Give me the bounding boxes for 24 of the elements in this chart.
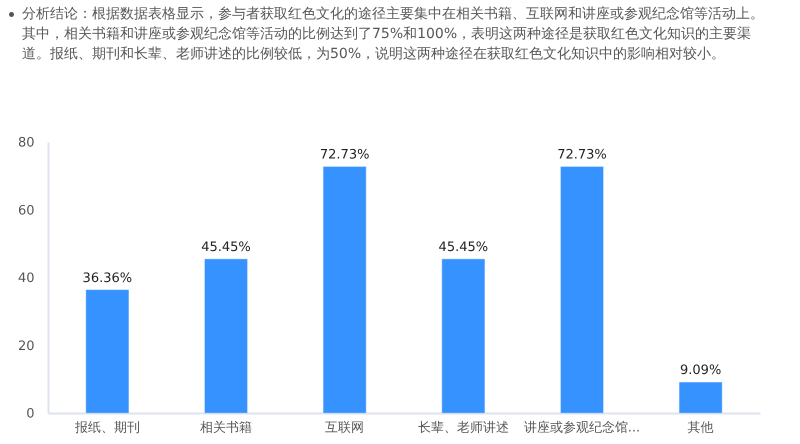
bar <box>560 166 604 414</box>
data-label: 72.73% <box>320 148 370 163</box>
y-tick-label: 60 <box>18 203 34 218</box>
y-tick-label: 0 <box>26 406 34 422</box>
x-tick-label: 互联网 <box>325 420 364 436</box>
y-tick-label: 80 <box>18 136 34 150</box>
data-label: 45.45% <box>438 240 488 256</box>
bar <box>204 258 248 414</box>
data-label: 45.45% <box>201 240 251 256</box>
data-label: 72.73% <box>557 148 607 163</box>
x-tick-label: 讲座或参观纪念馆... <box>524 420 640 436</box>
bar <box>442 258 485 414</box>
x-tick-label: 报纸、期刊 <box>74 420 140 436</box>
x-tick-label: 相关书籍 <box>200 420 252 436</box>
bar <box>323 166 366 414</box>
y-tick-label: 20 <box>18 338 34 354</box>
bar <box>86 290 129 414</box>
x-tick-label: 长辈、老师讲述 <box>418 420 509 436</box>
y-tick-label: 40 <box>18 271 34 286</box>
bar <box>679 382 722 414</box>
text: 分析结论：根据数据表格显示，参与者获取红色文化的途径主要集中在相关书籍、互联网和讲座或参观纪念馆等活动上。其中，相关书籍和讲座或参观纪念馆等活动的比例达到了75%和100%，表明这两种途径是获取红色文化知识的主要渠道。报纸、期刊和长辈、老师讲述的比例较低，为50%，说明这两种途径在获取红色文化知识中的影响相对较小。 <box>22 5 765 64</box>
data-label: 36.36% <box>82 270 132 286</box>
data-label: 9.09% <box>680 363 722 378</box>
x-tick-label: 其他 <box>688 420 714 436</box>
